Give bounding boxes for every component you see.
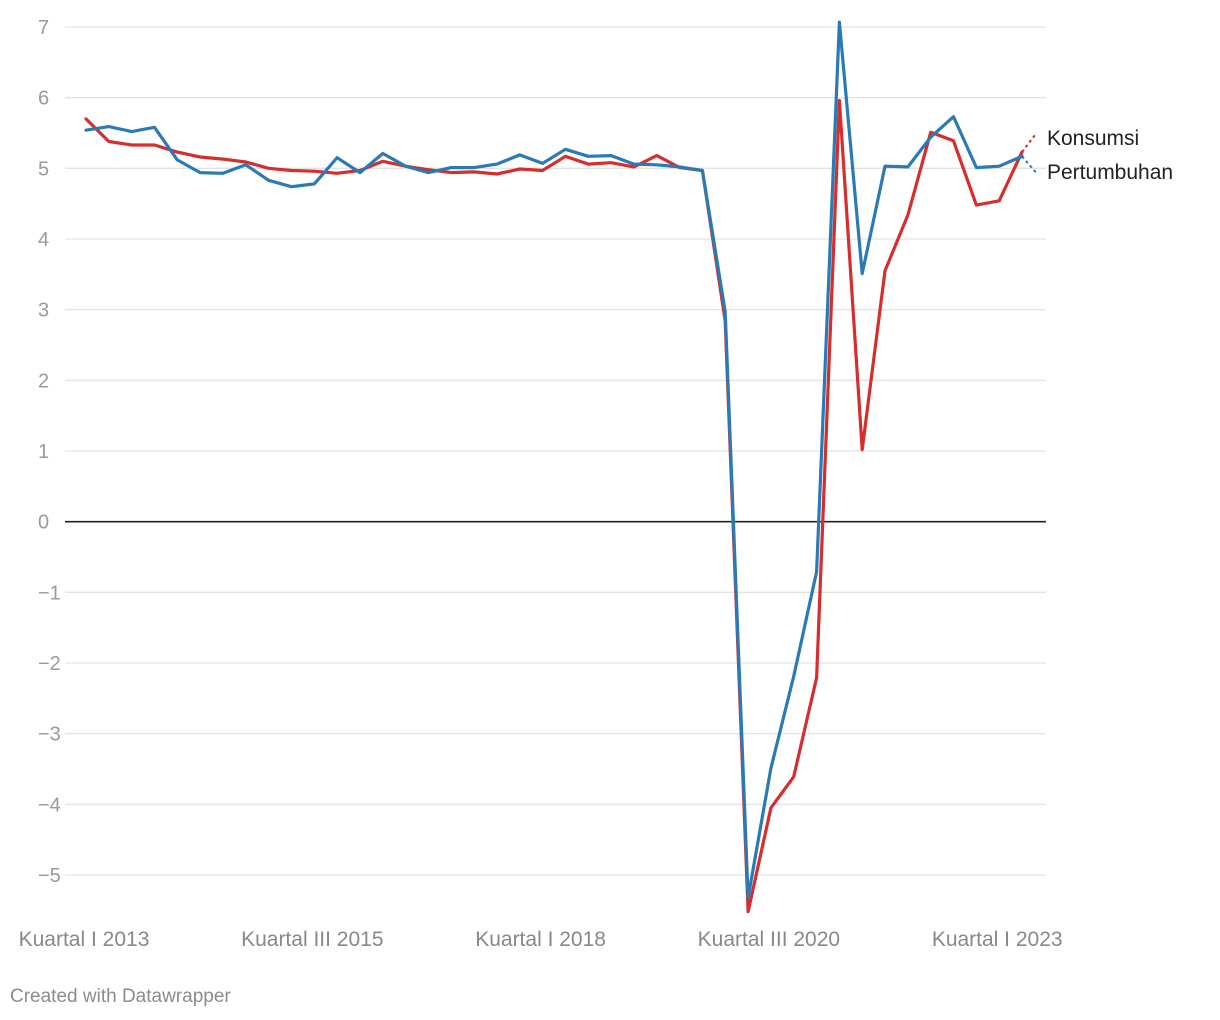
datawrapper-credit: Created with Datawrapper xyxy=(10,986,231,1007)
series-label-pertumbuhan: Pertumbuhan xyxy=(1047,161,1173,184)
y-tick-label: 3 xyxy=(38,300,49,322)
y-tick-label: 2 xyxy=(38,370,49,392)
series-end-connector-konsumsi xyxy=(1021,133,1037,153)
y-tick-label: −4 xyxy=(38,794,61,816)
x-tick-label: Kuartal III 2015 xyxy=(241,928,383,951)
x-tick-label: Kuartal I 2018 xyxy=(475,928,606,951)
x-axis-ticks: Kuartal I 2013 Kuartal III 2015 Kuartal I … xyxy=(19,928,1063,951)
y-tick-label: −2 xyxy=(38,653,61,675)
y-tick-label: −3 xyxy=(38,724,61,746)
gridlines xyxy=(65,26,1046,876)
series-label-konsumsi: Konsumsi xyxy=(1047,127,1139,150)
y-tick-label: −5 xyxy=(38,865,61,887)
y-tick-label: 5 xyxy=(38,158,49,180)
x-tick-label: Kuartal I 2013 xyxy=(19,928,150,951)
x-tick-label: Kuartal I 2023 xyxy=(932,928,1063,951)
y-tick-label: 0 xyxy=(38,512,49,534)
y-tick-label: 1 xyxy=(38,441,49,463)
y-tick-label: −1 xyxy=(38,582,61,604)
series-line-pertumbuhan xyxy=(84,20,1024,900)
y-tick-label: 6 xyxy=(38,88,49,110)
series-line-konsumsi xyxy=(84,98,1024,914)
series-lines xyxy=(84,20,1037,914)
y-tick-label: 7 xyxy=(38,17,49,39)
x-tick-label: Kuartal III 2020 xyxy=(698,928,840,951)
series-labels: Konsumsi Pertumbuhan xyxy=(1047,127,1173,184)
y-tick-label: 4 xyxy=(38,229,49,251)
series-end-connector-pertumbuhan xyxy=(1021,155,1037,174)
y-axis-ticks: 7 6 5 4 3 2 1 0 −1 −2 −3 −4 −5 xyxy=(38,17,61,887)
